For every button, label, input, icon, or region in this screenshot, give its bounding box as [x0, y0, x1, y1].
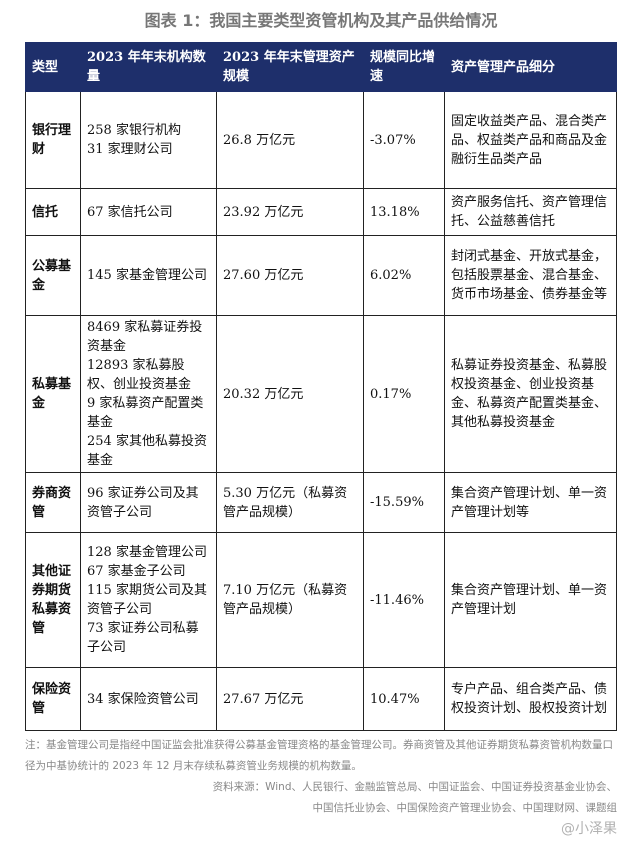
- cell-growth: -11.46%: [363, 532, 445, 668]
- cell-type: 私募基金: [25, 315, 81, 473]
- table-row: 其他证券期货私募资管 128 家基金管理公司 67 家基金子公司 115 家期货公…: [25, 532, 617, 668]
- cell-products: 集合资产管理计划、单一资产管理计划等: [444, 472, 617, 533]
- cell-count: 96 家证券公司及其资管子公司: [80, 472, 217, 533]
- footnote: 注：基金管理公司是指经中国证监会批准获得公募基金管理资格的基金管理公司。券商资管…: [25, 739, 613, 772]
- cell-growth: -3.07%: [363, 91, 445, 189]
- cell-count: 258 家银行机构 31 家理财公司: [80, 91, 217, 189]
- header-type: 类型: [25, 42, 81, 92]
- table-title: 图表 1：我国主要类型资管机构及其产品供给情况: [144, 11, 498, 30]
- source-line-2: 中国信托业协会、中国保险资产管理业协会、中国理财网、课题组: [312, 802, 618, 814]
- cell-products: 集合资产管理计划、单一资产管理计划: [444, 532, 617, 668]
- cell-products: 资产服务信托、资产管理信托、公益慈善信托: [444, 188, 617, 236]
- cell-count: 34 家保险资管公司: [80, 667, 217, 731]
- cell-aum: 26.8 万亿元: [216, 91, 364, 189]
- cell-count: 67 家信托公司: [80, 188, 217, 236]
- header-products: 资产管理产品细分: [444, 42, 617, 92]
- header-count: 2023 年年末机构数量: [80, 42, 217, 92]
- cell-aum: 27.60 万亿元: [216, 235, 364, 316]
- cell-growth: 6.02%: [363, 235, 445, 316]
- table-row: 私募基金 8469 家私募证券投资基金 12893 家私募股权、创业投资基金 9 …: [25, 315, 617, 473]
- header-growth: 规模同比增速: [363, 42, 445, 92]
- cell-type: 其他证券期货私募资管: [25, 532, 81, 668]
- table-row: 公募基金 145 家基金管理公司 27.60 万亿元 6.02% 封闭式基金、开放式基金…: [25, 235, 617, 316]
- cell-aum: 27.67 万亿元: [216, 667, 364, 731]
- table-row: 银行理财 258 家银行机构 31 家理财公司 26.8 万亿元 -3.07% 固定收益…: [25, 91, 617, 189]
- cell-type: 公募基金: [25, 235, 81, 316]
- watermark: @小泽果: [561, 821, 617, 837]
- cell-products: 固定收益类产品、混合类产品、权益类产品和商品及金融衍生品类产品: [444, 91, 617, 189]
- cell-count: 128 家基金管理公司 67 家基金子公司 115 家期货公司及其资管子公司 7…: [80, 532, 217, 668]
- cell-aum: 7.10 万亿元（私募资管产品规模）: [216, 532, 364, 668]
- cell-type: 信托: [25, 188, 81, 236]
- cell-aum: 23.92 万亿元: [216, 188, 364, 236]
- cell-growth: 10.47%: [363, 667, 445, 731]
- cell-growth: 0.17%: [363, 315, 445, 473]
- cell-type: 券商资管: [25, 472, 81, 533]
- header-row: 类型 2023 年年末机构数量 2023 年年末管理资产规模 规模同比增速 资产…: [25, 42, 617, 92]
- cell-aum: 5.30 万亿元（私募资管产品规模）: [216, 472, 364, 533]
- cell-type: 保险资管: [25, 667, 81, 731]
- source-line-1: 资料来源：Wind、人民银行、金融监管总局、中国证监会、中国证券投资基金业协会、: [212, 781, 617, 793]
- cell-products: 封闭式基金、开放式基金，包括股票基金、混合基金、货币市场基金、债券基金等: [444, 235, 617, 316]
- table-row: 信托 67 家信托公司 23.92 万亿元 13.18% 资产服务信托、资产管理信托、公…: [25, 188, 617, 236]
- cell-type: 银行理财: [25, 91, 81, 189]
- cell-count: 145 家基金管理公司: [80, 235, 217, 316]
- cell-growth: 13.18%: [363, 188, 445, 236]
- header-aum: 2023 年年末管理资产规模: [216, 42, 364, 92]
- source: 资料来源：Wind、人民银行、金融监管总局、中国证监会、中国证券投资基金业协会、…: [25, 777, 617, 819]
- table-row: 保险资管 34 家保险资管公司 27.67 万亿元 10.47% 专户产品、组合类产品、…: [25, 667, 617, 731]
- cell-aum: 20.32 万亿元: [216, 315, 364, 473]
- cell-growth: -15.59%: [363, 472, 445, 533]
- cell-products: 专户产品、组合类产品、债权投资计划、股权投资计划: [444, 667, 617, 731]
- cell-products: 私募证券投资基金、私募股权投资基金、创业投资基金、私募资产配置类基金、其他私募投…: [444, 315, 617, 473]
- cell-count: 8469 家私募证券投资基金 12893 家私募股权、创业投资基金 9 家私募资…: [80, 315, 217, 473]
- asset-management-table: 类型 2023 年年末机构数量 2023 年年末管理资产规模 规模同比增速 资产…: [25, 42, 617, 731]
- table-row: 券商资管 96 家证券公司及其资管子公司 5.30 万亿元（私募资管产品规模） -15…: [25, 472, 617, 533]
